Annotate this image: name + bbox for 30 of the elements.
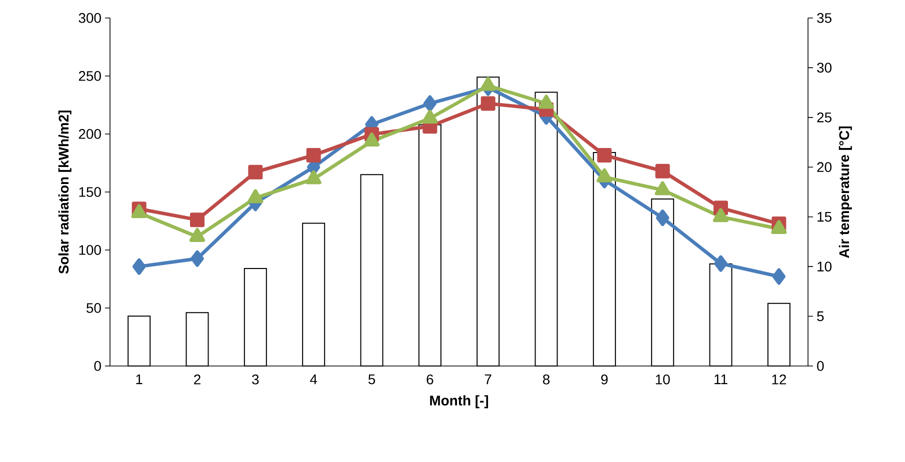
y2-tick-label: 10 — [818, 262, 832, 272]
y2-tick-label: 5 — [817, 311, 824, 322]
y-tick-label: 300 — [78, 13, 101, 23]
x-tick-label: 5 — [368, 374, 376, 384]
x-tick-label: 6 — [426, 374, 434, 384]
x-tick-label: 8 — [542, 374, 550, 384]
y-tick-label: 100 — [79, 245, 101, 255]
y-tick-label: 250 — [78, 71, 101, 81]
x-tick-label: 10 — [656, 374, 670, 384]
y-tick-label: 200 — [78, 129, 101, 139]
x-tick-label: 1 — [136, 374, 142, 384]
y-tick-label: 0 — [94, 361, 101, 371]
y2-tick-label: 30 — [817, 62, 832, 73]
y2-tick-label: 15 — [818, 212, 832, 222]
x-tick-label: 7 — [484, 374, 492, 384]
x-axis-title: Month [-] — [430, 395, 488, 408]
y-tick-label: 150 — [79, 187, 101, 197]
y-axis-title: Solar radiation [kWh/m2] — [58, 110, 72, 274]
y2-tick-label: 0 — [817, 361, 824, 371]
y2-tick-label: 20 — [817, 162, 832, 172]
y2-tick-label: 25 — [817, 112, 832, 122]
x-tick-label: 12 — [772, 374, 786, 384]
y2-tick-label: 35 — [817, 13, 832, 23]
x-tick-label: 3 — [252, 374, 259, 384]
x-tick-label: 11 — [714, 374, 728, 384]
x-tick-label: 9 — [601, 374, 608, 384]
x-tick-label: 4 — [310, 374, 318, 384]
y-tick-label: 50 — [86, 303, 101, 313]
y2-axis-title: Air temperature [°C] — [838, 126, 852, 258]
x-tick-label: 2 — [194, 374, 200, 384]
